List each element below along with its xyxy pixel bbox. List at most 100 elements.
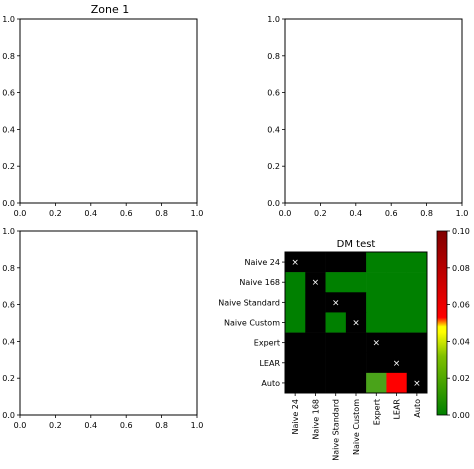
panel-3-frame (19, 230, 198, 416)
y-tick-label: 0.6 (267, 89, 280, 98)
heatmap-row-labels: Naive 24 Naive 168 Naive Standard Naive Cus… (218, 258, 285, 388)
heatmap-cell (345, 332, 367, 354)
column-label: Naive Custom (352, 399, 361, 455)
heatmap-cell (305, 312, 326, 333)
panel-1-frame (19, 18, 198, 204)
heatmap-column-labels: Naive 24 Naive 168 Naive Standard Naive Cus… (291, 393, 422, 461)
row-label: LEAR (259, 359, 280, 368)
x-tick-label: 0.6 (385, 209, 398, 218)
colorbar-tick-label: 0.06 (452, 301, 470, 310)
heatmap-cell (285, 352, 306, 374)
heatmap-cell (285, 372, 306, 394)
heatmap-cell (285, 332, 306, 354)
colorbar-tick-label: 0.02 (452, 374, 470, 383)
heatmap-cell (345, 312, 367, 333)
y-tick-label: 0.4 (267, 125, 280, 134)
heatmap-cells (285, 252, 428, 394)
heatmap-cell (325, 252, 347, 273)
panel-1-y-ticks: 0.0 0.2 0.4 0.6 0.8 1.0 (2, 15, 20, 208)
heatmap-cell (325, 332, 347, 354)
panel-1-title: Zone 1 (91, 3, 130, 16)
y-tick-label: 1.0 (2, 15, 15, 24)
colorbar-tick-label: 0.00 (452, 411, 470, 420)
row-label: Naive 24 (245, 258, 281, 267)
column-label: Naive Standard (332, 399, 341, 461)
heatmap-cell (386, 292, 408, 313)
diagonal-marker: × (413, 379, 421, 389)
heatmap-cell (345, 272, 367, 293)
heatmap-cell (406, 272, 428, 293)
y-tick-label: 0.0 (267, 199, 280, 208)
panel-1-x-ticks: 0.0 0.2 0.4 0.6 0.8 1.0 (14, 203, 204, 218)
heatmap-cell (305, 272, 326, 293)
panel-zone-1: Zone 1 0.0 0.2 0.4 0.6 0.8 1.0 0.00.20.40.60.… (2, 3, 203, 218)
heatmap-cell (325, 352, 347, 374)
heatmap-cell (386, 272, 408, 293)
x-tick-label: 0.4 (84, 421, 97, 430)
row-label: Expert (254, 339, 280, 348)
heatmap-cell (325, 372, 347, 394)
y-tick-label: 0.8 (2, 52, 15, 61)
heatmap-cell (386, 372, 408, 394)
heatmap-cell (406, 292, 428, 313)
panel-2-x-ticks: 0.0 0.2 0.4 0.6 0.8 1.0 (279, 203, 468, 218)
heatmap-cell (406, 372, 428, 394)
y-tick-label: 0.2 (267, 162, 280, 171)
diagonal-marker: × (312, 278, 320, 288)
row-label: Naive Standard (218, 298, 280, 307)
x-tick-label: 1.0 (191, 209, 204, 218)
panel-2: 0.0 0.2 0.4 0.6 0.8 1.0 0.0 0.2 0.4 0.6 0.8 1.0 (267, 15, 468, 218)
heatmap-cell (305, 352, 326, 374)
heatmap-cell (386, 252, 408, 273)
y-tick-label: 0.0 (2, 411, 15, 420)
x-tick-label: 0.2 (314, 209, 327, 218)
heatmap-cell (285, 312, 306, 333)
heatmap-cell (305, 252, 326, 273)
x-tick-label: 0.8 (420, 209, 433, 218)
heatmap-cell (406, 312, 428, 333)
y-tick-label: 0.2 (2, 162, 15, 171)
heatmap-cell (345, 352, 367, 374)
heatmap-cell (325, 292, 347, 313)
heatmap-cell (305, 372, 326, 394)
diagonal-marker: × (373, 339, 381, 349)
x-tick-label: 0.6 (120, 209, 133, 218)
y-tick-label: 0.4 (2, 125, 15, 134)
row-label: Auto (261, 379, 280, 388)
heatmap-diagonal-markers: × × × × × × × (291, 258, 420, 389)
panel-3-y-ticks: 0.0 0.2 0.4 0.6 0.8 1.0 (2, 227, 20, 420)
panel-3-x-ticks: 0.0 0.2 0.4 0.6 0.8 1.0 (14, 415, 204, 430)
x-tick-label: 0.4 (349, 209, 362, 218)
y-tick-label: 0.4 (2, 337, 15, 346)
row-label: Naive Custom (224, 319, 280, 328)
y-tick-label: 0.8 (2, 264, 15, 273)
x-tick-label: 0.0 (14, 209, 27, 218)
y-tick-label: 1.0 (267, 15, 280, 24)
row-label: Naive 168 (239, 278, 280, 287)
x-tick-label: 0.2 (49, 209, 62, 218)
heatmap-cell (406, 332, 428, 354)
column-label: Naive 168 (311, 399, 320, 440)
y-tick-label: 0.2 (2, 374, 15, 383)
heatmap-cell (366, 312, 387, 333)
x-tick-label: 0.6 (120, 421, 133, 430)
diagonal-marker: × (332, 298, 340, 308)
column-label: Expert (372, 399, 381, 425)
heatmap-cell (406, 252, 428, 273)
colorbar-tick-label: 0.10 (452, 227, 470, 236)
heatmap-cell (325, 312, 347, 333)
x-tick-label: 1.0 (191, 421, 204, 430)
heatmap-cell (366, 252, 387, 273)
heatmap-cell (325, 272, 347, 293)
diagonal-marker: × (352, 319, 360, 329)
heatmap-cell (386, 352, 408, 374)
heatmap-cell (285, 272, 306, 293)
heatmap-cell (366, 372, 387, 394)
heatmap-cell (305, 292, 326, 313)
heatmap-cell (366, 272, 387, 293)
x-tick-label: 0.0 (14, 421, 27, 430)
heatmap-cell (366, 352, 387, 374)
column-label: Naive 24 (291, 399, 300, 435)
y-tick-label: 0.6 (2, 301, 15, 310)
x-tick-label: 0.8 (155, 421, 168, 430)
